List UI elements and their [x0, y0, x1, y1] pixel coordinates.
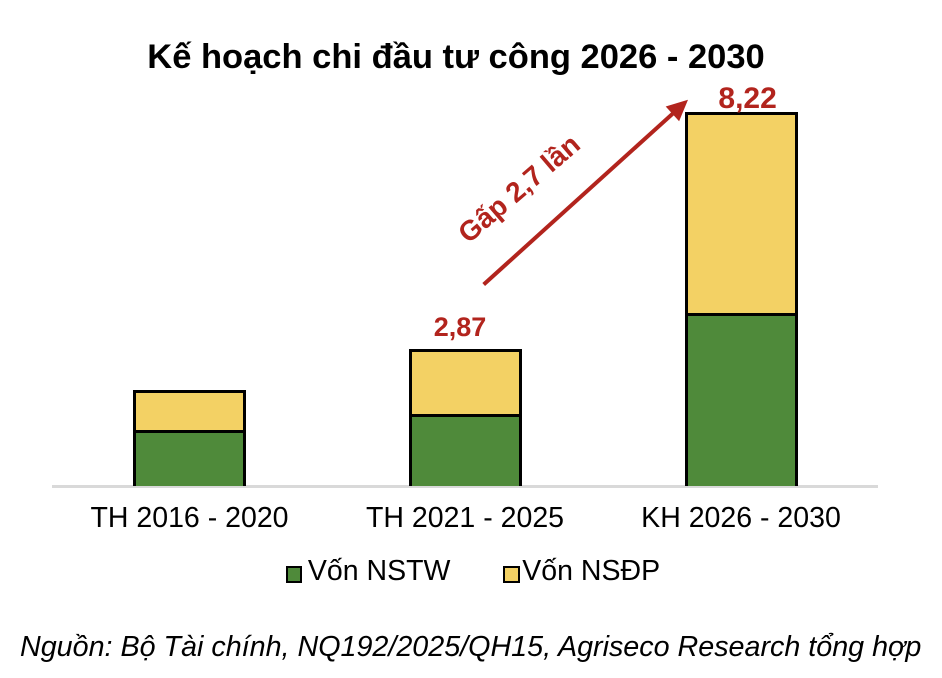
svg-text:Gấp 2,7 lần: Gấp 2,7 lần [452, 128, 586, 249]
